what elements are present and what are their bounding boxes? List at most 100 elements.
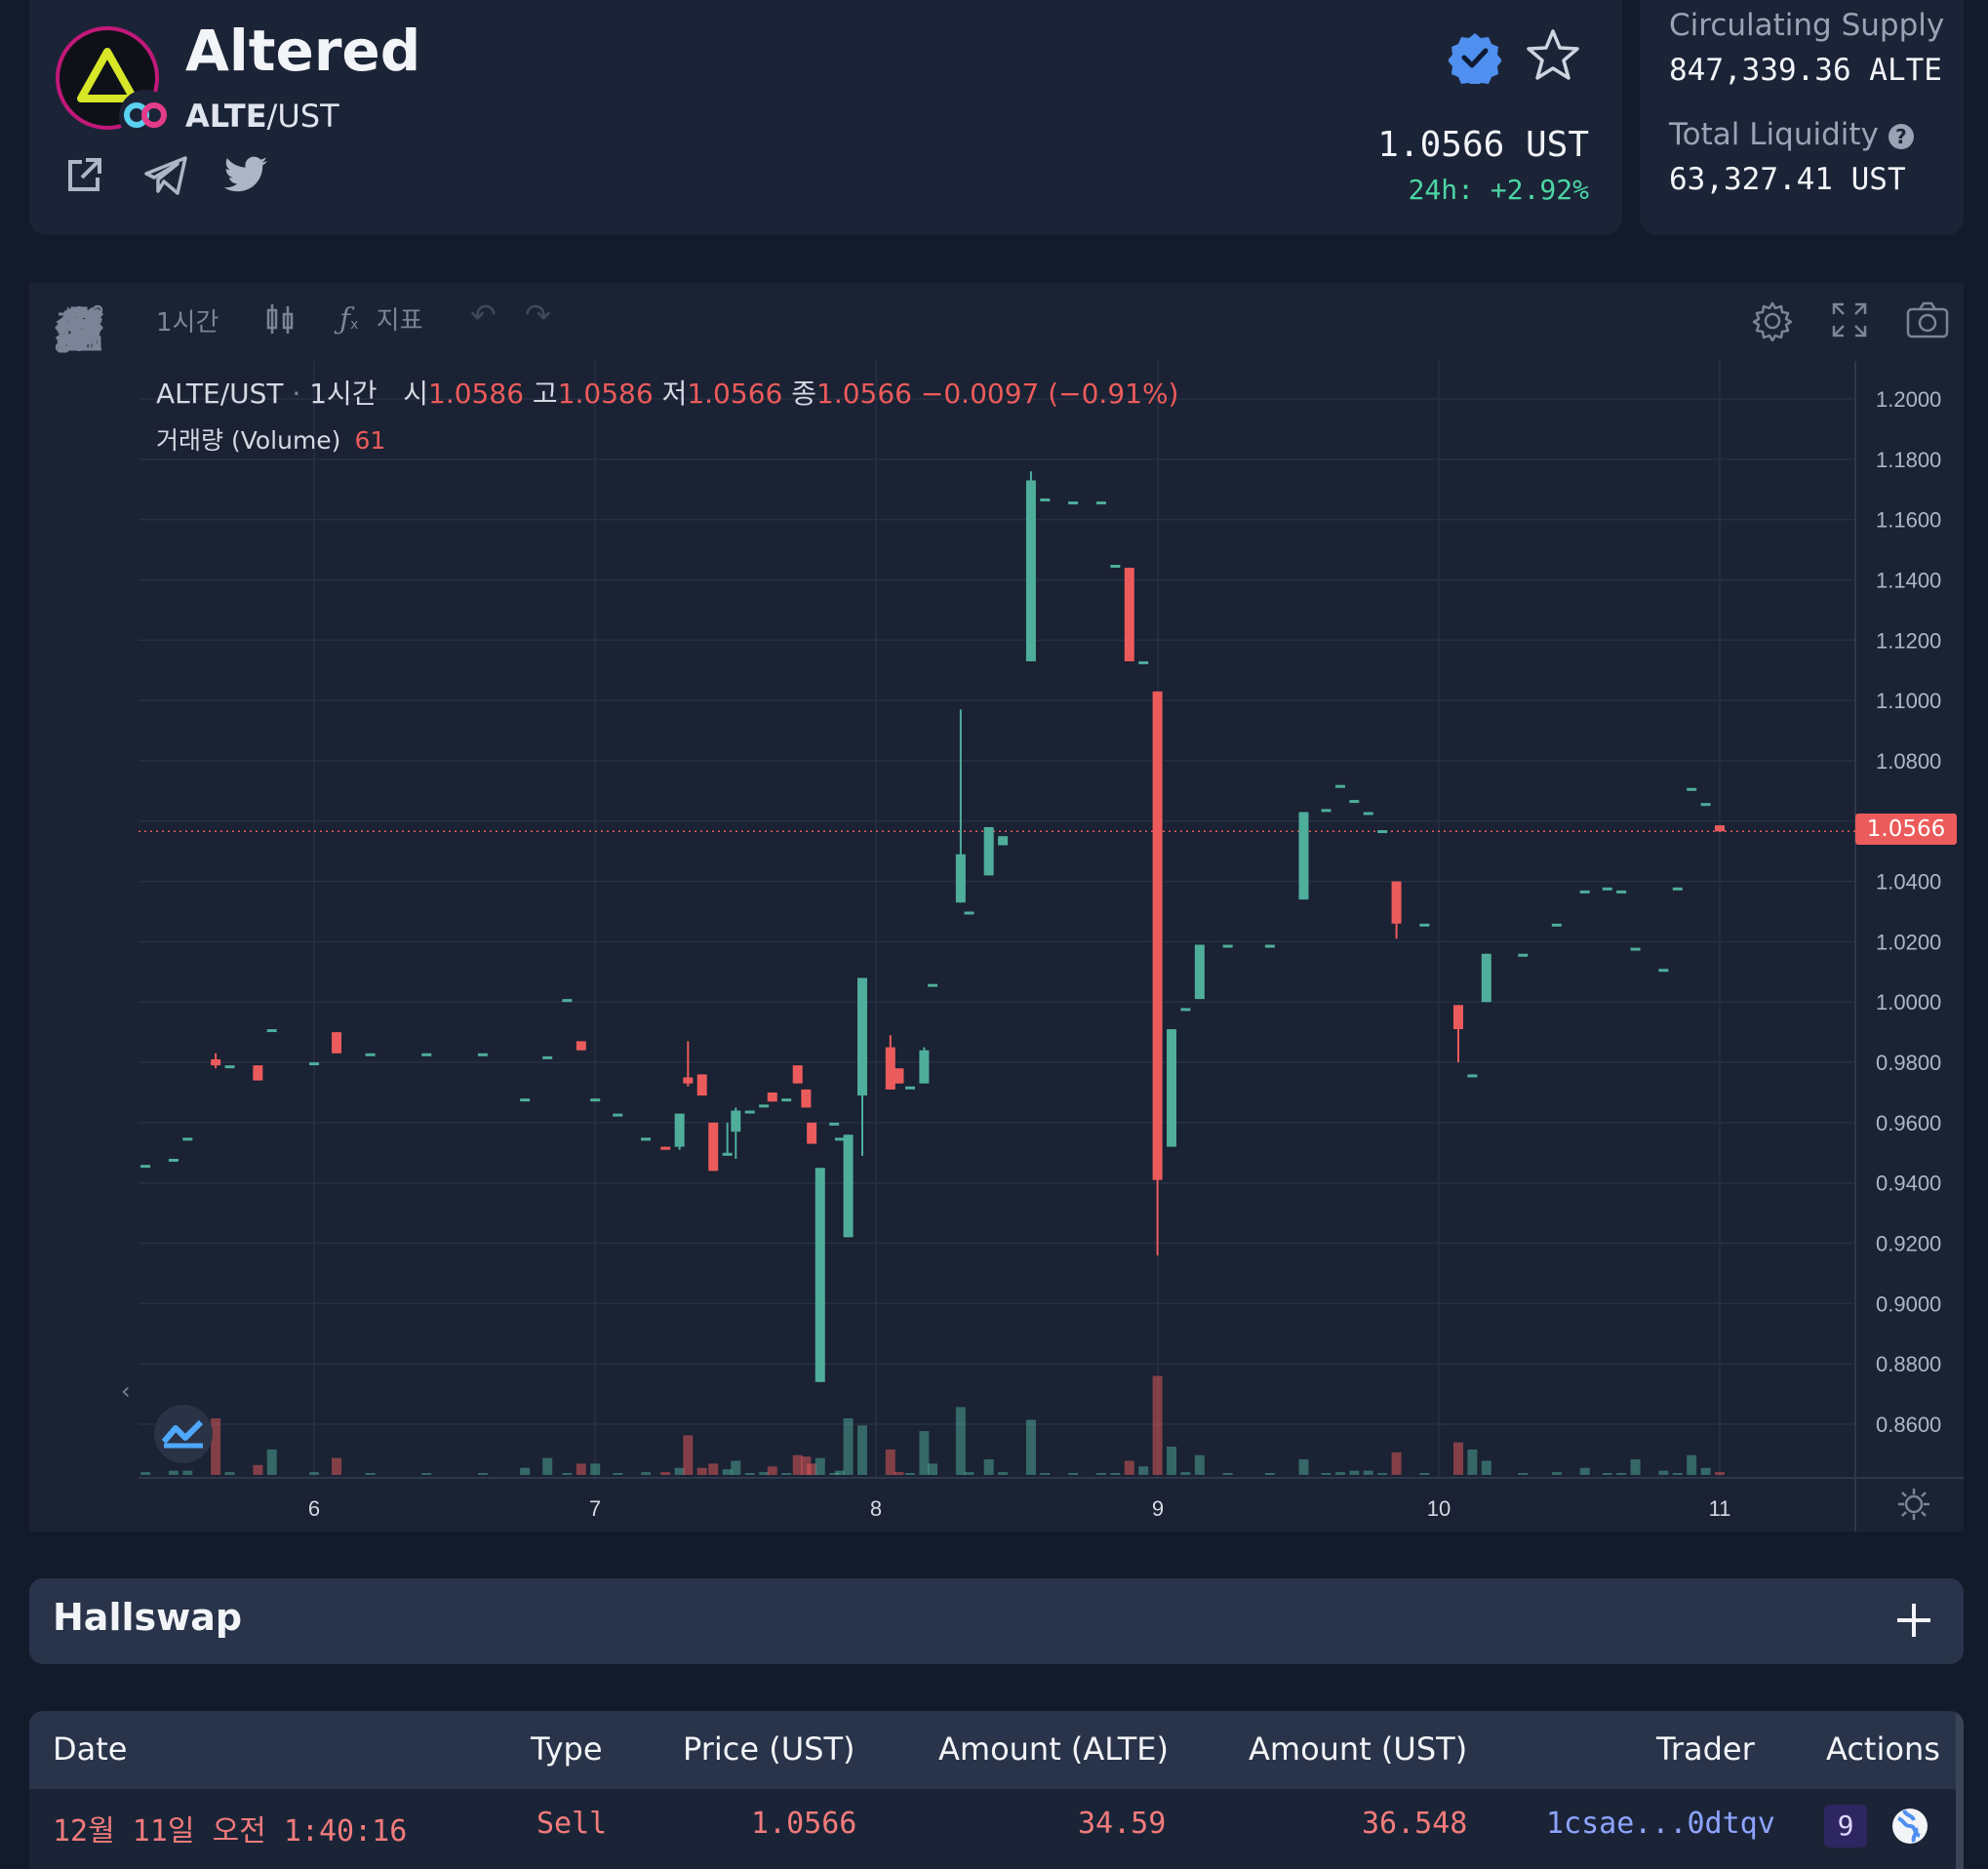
trend-line-icon[interactable]	[53, 304, 105, 425]
volume-bar	[722, 1469, 733, 1475]
chain-badge-icon	[119, 90, 172, 142]
action-count-badge[interactable]: 9	[1824, 1805, 1867, 1848]
volume-bar	[211, 1418, 221, 1475]
explorer-globe-icon[interactable]	[1890, 1807, 1929, 1846]
redo-icon[interactable]: ↷	[525, 297, 551, 334]
candle-body	[1124, 568, 1134, 661]
collapse-toolbar-icon[interactable]: ‹	[121, 1377, 131, 1405]
volume-bar	[613, 1473, 623, 1475]
verified-icon	[1448, 31, 1502, 88]
volume-bar	[767, 1466, 777, 1475]
candle-body	[722, 1152, 733, 1156]
zoom-in-icon[interactable]	[53, 309, 105, 991]
candle-body	[1349, 800, 1360, 804]
table-scrollbar[interactable]	[1956, 1711, 1964, 1869]
volume-bar	[1298, 1459, 1309, 1475]
candle-body	[253, 1065, 263, 1081]
volume-bar	[1138, 1466, 1149, 1475]
volume-bar	[1180, 1472, 1191, 1475]
candle-body	[781, 1098, 792, 1102]
trash-icon[interactable]	[53, 306, 105, 1350]
volume-bar	[731, 1460, 741, 1475]
telegram-icon[interactable]	[144, 156, 187, 195]
candle-body	[520, 1098, 531, 1102]
volume-bar	[1110, 1473, 1121, 1475]
volume-bar	[1349, 1470, 1360, 1475]
y-tick-label: 1.1600	[1876, 508, 1941, 533]
candle-body	[1167, 1029, 1177, 1147]
favorite-star-icon[interactable]	[1525, 27, 1581, 84]
candle-body	[1298, 812, 1309, 900]
candle-body	[1630, 947, 1641, 951]
col-trader[interactable]: Trader	[1656, 1730, 1755, 1768]
candle-body	[856, 977, 867, 1096]
y-tick-label: 1.1200	[1876, 628, 1941, 653]
forecast-icon[interactable]	[53, 312, 105, 776]
token-pair: ALTE/UST	[185, 98, 339, 135]
trader-address-link[interactable]: 1csae...0dtqv	[1546, 1807, 1775, 1841]
indicators-button[interactable]: ƒx 지표	[339, 302, 423, 337]
candle-body	[1551, 923, 1562, 927]
ruler-icon[interactable]	[53, 306, 105, 921]
volume-bar	[1095, 1473, 1106, 1475]
volume-bar	[1040, 1473, 1051, 1475]
volume-bar	[1715, 1472, 1725, 1475]
token-stats-card: Circulating Supply 847,339.36 ALTE Total…	[1640, 0, 1964, 235]
candlestick-chart[interactable]: 1.2000 1.1800 1.1600 1.1400 1.1200 1.1000 1.08…	[29, 283, 1964, 1531]
candle-body	[801, 1089, 812, 1108]
candle-body	[683, 1077, 694, 1084]
volume-bar	[1658, 1470, 1669, 1475]
external-link-icon[interactable]	[64, 156, 103, 195]
volume-bar	[1321, 1473, 1332, 1475]
last-price-tag: 1.0566	[1855, 814, 1957, 845]
volume-bar	[140, 1472, 151, 1475]
price-chart[interactable]: 1.2000 1.1800 1.1600 1.1400 1.1200 1.1000 1.08…	[29, 283, 1964, 1531]
candle-body	[224, 1065, 235, 1069]
text-tool-icon[interactable]	[53, 310, 105, 636]
trade-price: 1.0566	[751, 1807, 857, 1841]
col-amount-ust[interactable]: Amount (UST)	[1249, 1730, 1468, 1768]
candle-body	[1321, 809, 1332, 813]
volume-bar	[1025, 1419, 1036, 1475]
volume-bar	[928, 1463, 938, 1475]
hallswap-panel[interactable]: Hallswap	[29, 1578, 1964, 1664]
interval-selector[interactable]: 1시간	[156, 308, 219, 338]
candle-body	[1377, 830, 1388, 834]
magnet-icon[interactable]	[53, 307, 105, 1065]
twitter-icon[interactable]	[223, 156, 267, 195]
layers-icon[interactable]	[53, 306, 105, 1424]
lock-drawing-icon[interactable]	[53, 317, 105, 1135]
y-tick-label: 0.9800	[1876, 1051, 1941, 1075]
fib-tools-icon[interactable]	[53, 308, 105, 496]
candle-body	[708, 1122, 719, 1172]
x-tick-label: 7	[589, 1496, 601, 1521]
col-type[interactable]: Type	[531, 1730, 603, 1768]
candle-body	[964, 911, 974, 915]
y-tick-label: 0.9000	[1876, 1292, 1941, 1316]
volume-bar	[744, 1473, 755, 1475]
volume-bar	[542, 1457, 553, 1475]
volume-bar	[1194, 1454, 1205, 1475]
expand-plus-icon[interactable]	[1893, 1600, 1934, 1641]
current-price: 1.0566 UST	[1377, 125, 1589, 165]
emoji-icon[interactable]	[53, 310, 105, 847]
y-tick-label: 1.0200	[1876, 930, 1941, 954]
pattern-icon[interactable]	[53, 306, 105, 706]
undo-icon[interactable]: ↶	[470, 297, 497, 334]
unlock-icon[interactable]	[53, 307, 105, 1206]
col-amount-alte[interactable]: Amount (ALTE)	[938, 1730, 1169, 1768]
candle-body	[1194, 944, 1205, 1000]
volume-bar	[562, 1473, 573, 1475]
col-date[interactable]: Date	[53, 1730, 128, 1768]
help-icon[interactable]: ?	[1888, 123, 1914, 149]
candle-body	[1334, 784, 1345, 788]
liquidity-value: 63,327.41 UST	[1669, 162, 1906, 197]
candle-body	[477, 1053, 488, 1056]
volume-bar	[182, 1470, 193, 1475]
volume-bar	[253, 1464, 263, 1475]
candle-body	[1687, 787, 1697, 791]
col-price[interactable]: Price (UST)	[683, 1730, 855, 1768]
brush-icon[interactable]	[53, 307, 105, 566]
y-tick-label: 1.0800	[1876, 749, 1941, 774]
eye-icon[interactable]	[53, 314, 105, 1276]
